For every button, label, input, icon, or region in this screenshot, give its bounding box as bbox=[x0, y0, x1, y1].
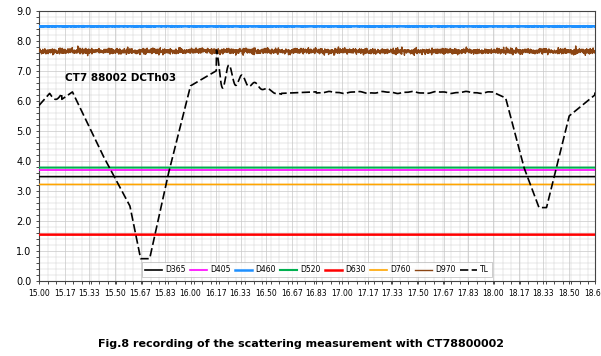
Text: CT7 88002 DCTh03: CT7 88002 DCTh03 bbox=[65, 73, 176, 83]
Text: Fig.8 recording of the scattering measurement with CT78800002: Fig.8 recording of the scattering measur… bbox=[97, 339, 504, 349]
Legend: D365, D405, D460, D520, D630, D760, D970, TL: D365, D405, D460, D520, D630, D760, D970… bbox=[142, 262, 492, 277]
